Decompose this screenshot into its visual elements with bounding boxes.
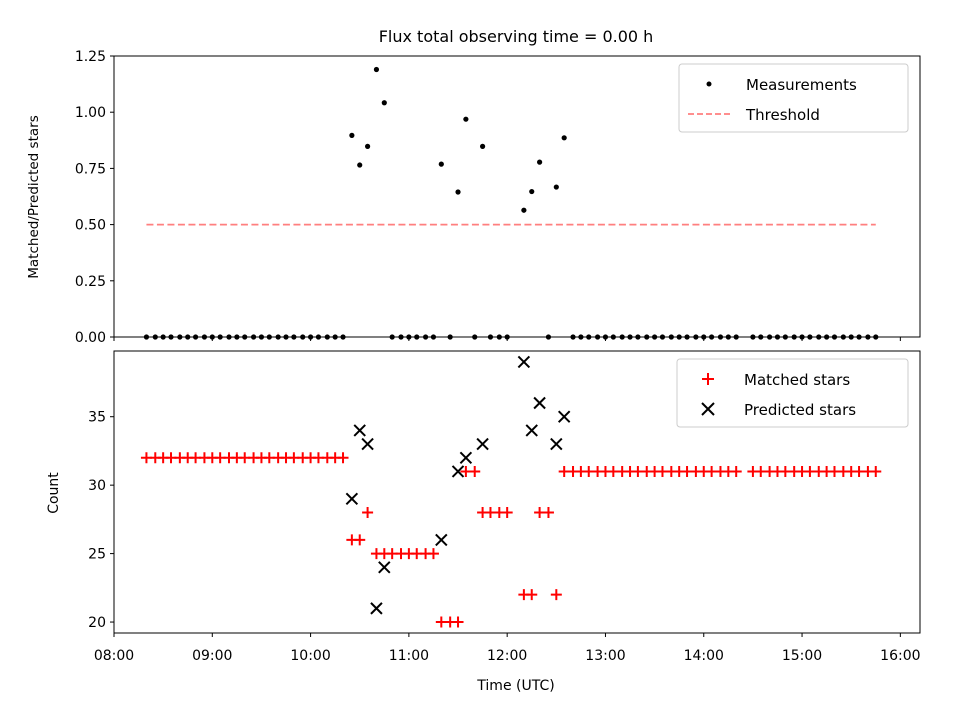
- legend-label-matched: Matched stars: [744, 371, 850, 389]
- measurement-point: [463, 116, 469, 122]
- legend-frame-bottom: [676, 358, 909, 428]
- measurement-point: [373, 66, 380, 73]
- predicted-star-point: [345, 492, 359, 506]
- matched-star-point: [452, 616, 464, 628]
- y-tick-label-ratio: 0.75: [75, 161, 106, 177]
- predicted-star-point: [459, 451, 473, 464]
- matched-star-point: [526, 589, 538, 601]
- predicted-star-point: [476, 437, 489, 451]
- predicted-star-point: [550, 437, 563, 451]
- measurement-point: [553, 184, 559, 190]
- predicted-star-point: [557, 410, 571, 423]
- x-tick-label-time: 08:00: [94, 648, 134, 664]
- x-tick-label-time: 15:00: [782, 648, 822, 664]
- y-tick-label-ratio: 0.00: [75, 330, 106, 346]
- y-tick-label-ratio: 1.00: [75, 105, 106, 121]
- legend-label-measurements: Measurements: [746, 76, 857, 94]
- y-tick-label-count: 30: [88, 478, 106, 494]
- plot-frame-bottom: [113, 350, 921, 634]
- legend-label-threshold: Threshold: [745, 106, 820, 124]
- y-tick-label-ratio: 0.25: [75, 274, 106, 290]
- matched-star-point: [362, 507, 374, 519]
- legend-marker-matched: [702, 373, 714, 385]
- measurement-point: [349, 132, 355, 138]
- matched-star-point: [542, 507, 554, 519]
- x-tick-label-time: 16:00: [880, 648, 920, 664]
- measurement-point: [521, 207, 527, 213]
- y-axis-label-ratio: Matched/Predicted stars: [26, 115, 42, 278]
- y-axis-label-count: Count: [46, 472, 62, 514]
- matched-star-point: [550, 589, 562, 601]
- matched-star-point: [501, 507, 513, 519]
- predicted-star-point: [370, 602, 383, 615]
- y-tick-label-ratio: 0.50: [75, 218, 106, 234]
- y-tick-label-count: 25: [88, 547, 106, 563]
- matched-star-point: [427, 548, 439, 560]
- matched-star-point: [354, 534, 366, 546]
- measurement-point: [357, 162, 363, 168]
- legend-frame-top: [678, 63, 909, 133]
- predicted-star-point: [525, 424, 538, 437]
- measurement-point: [529, 188, 535, 195]
- predicted-star-point: [378, 561, 391, 574]
- y-axis-ticks-ratio: 0.00 0.25 0.50 0.75 1.00 1.25: [75, 49, 114, 346]
- measurement-point: [381, 100, 387, 106]
- y-tick-label-ratio: 1.25: [75, 49, 106, 65]
- star-count-panel: Count Time (UTC) 20 25 30 35 08:00 09:00 10:0…: [46, 350, 921, 694]
- y-tick-label-count: 20: [88, 615, 106, 631]
- plot-frame-top: [113, 55, 921, 338]
- measurement-point: [479, 143, 486, 149]
- matched-star-point: [337, 452, 349, 464]
- legend-marker-measurements: [706, 81, 712, 87]
- predicted-stars-series: [345, 355, 571, 615]
- chart-title: Flux total observing time = 0.00 h: [379, 27, 654, 46]
- predicted-star-point: [533, 396, 546, 410]
- x-axis-ticks-time: 08:00 09:00 10:00 11:00 12:00 13:00 14:00 15:00…: [94, 633, 921, 664]
- x-tick-label-time: 12:00: [487, 648, 527, 664]
- measurement-point: [455, 189, 461, 195]
- x-tick-label-time: 09:00: [192, 648, 232, 664]
- matched-star-point: [469, 465, 481, 477]
- predicted-star-point: [435, 533, 448, 547]
- legend-marker-predicted: [701, 402, 715, 416]
- measurement-point: [364, 143, 371, 149]
- legend-top: Measurements Threshold: [678, 63, 909, 133]
- predicted-star-point: [517, 355, 531, 369]
- x-tick-label-time: 11:00: [389, 648, 429, 664]
- x-tick-label-time: 14:00: [684, 648, 724, 664]
- y-tick-label-count: 35: [88, 410, 106, 426]
- measurement-point: [537, 159, 543, 165]
- matched-stars-series: [140, 452, 882, 628]
- x-tick-label-time: 10:00: [290, 648, 330, 664]
- predicted-star-point: [353, 424, 366, 437]
- legend-bottom: Matched stars Predicted stars: [676, 358, 909, 428]
- matched-star-point: [730, 465, 742, 477]
- y-axis-ticks-count: 20 25 30 35: [88, 410, 114, 631]
- matched-star-point: [870, 465, 882, 477]
- measurement-point: [438, 161, 444, 167]
- x-tick-label-time: 13:00: [585, 648, 625, 664]
- flux-ratio-panel: Flux total observing time = 0.00 h Match…: [26, 27, 921, 346]
- predicted-star-point: [451, 465, 465, 478]
- legend-label-predicted: Predicted stars: [744, 401, 856, 419]
- measurement-point: [561, 135, 567, 141]
- predicted-star-point: [361, 437, 374, 451]
- x-axis-label-time: Time (UTC): [476, 678, 554, 694]
